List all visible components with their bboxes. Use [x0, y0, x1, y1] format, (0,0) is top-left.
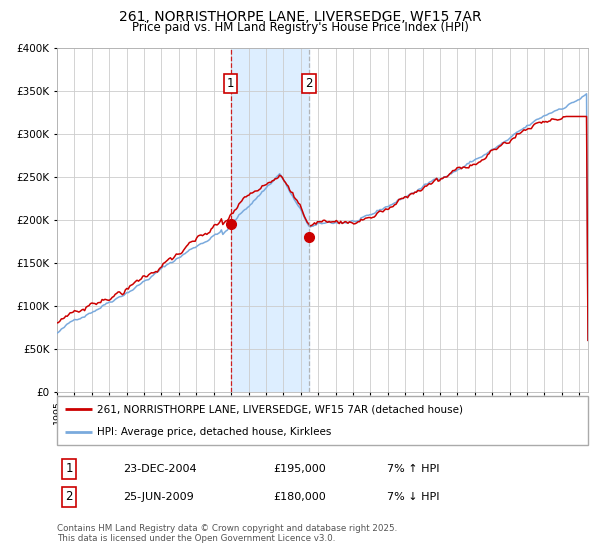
Text: HPI: Average price, detached house, Kirklees: HPI: Average price, detached house, Kirk… [97, 427, 331, 437]
Text: 7% ↓ HPI: 7% ↓ HPI [387, 492, 439, 502]
Text: 7% ↑ HPI: 7% ↑ HPI [387, 464, 439, 474]
Text: 2: 2 [305, 77, 313, 90]
Text: 261, NORRISTHORPE LANE, LIVERSEDGE, WF15 7AR: 261, NORRISTHORPE LANE, LIVERSEDGE, WF15… [119, 10, 481, 24]
Text: 23-DEC-2004: 23-DEC-2004 [123, 464, 197, 474]
Text: Contains HM Land Registry data © Crown copyright and database right 2025.
This d: Contains HM Land Registry data © Crown c… [57, 524, 397, 543]
Text: 2: 2 [65, 490, 73, 503]
Text: Price paid vs. HM Land Registry's House Price Index (HPI): Price paid vs. HM Land Registry's House … [131, 21, 469, 34]
Text: £180,000: £180,000 [273, 492, 326, 502]
Text: 1: 1 [65, 462, 73, 475]
Text: £195,000: £195,000 [273, 464, 326, 474]
Text: 1: 1 [227, 77, 235, 90]
Bar [230, 48, 309, 392]
FancyBboxPatch shape [57, 396, 588, 445]
Text: 261, NORRISTHORPE LANE, LIVERSEDGE, WF15 7AR (detached house): 261, NORRISTHORPE LANE, LIVERSEDGE, WF15… [97, 404, 463, 414]
Text: 25-JUN-2009: 25-JUN-2009 [123, 492, 194, 502]
